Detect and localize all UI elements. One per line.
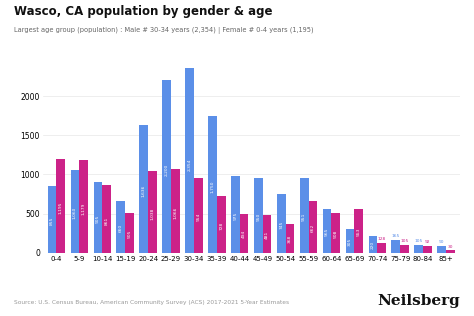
Bar (162, 80, 171, 253)
Bar (392, 240, 400, 253)
Text: 105: 105 (415, 239, 423, 243)
Bar (331, 213, 340, 253)
Text: 1,750: 1,750 (210, 181, 215, 193)
Text: 975: 975 (233, 212, 237, 220)
Bar (369, 235, 377, 253)
Bar (414, 245, 423, 253)
Bar (56, 159, 65, 253)
Bar (438, 246, 446, 253)
Text: 2,354: 2,354 (188, 158, 191, 171)
Bar (208, 116, 217, 253)
Text: 505: 505 (128, 229, 131, 238)
Bar (377, 243, 386, 253)
Text: 1,038: 1,038 (150, 208, 155, 220)
Text: 305: 305 (348, 237, 352, 246)
Bar (355, 210, 363, 253)
Bar (48, 186, 56, 253)
Text: 855: 855 (50, 216, 54, 225)
Text: 92: 92 (425, 240, 430, 244)
Text: 1,195: 1,195 (59, 202, 63, 214)
Text: 165: 165 (392, 234, 400, 239)
Text: 745: 745 (279, 221, 283, 229)
Bar (254, 178, 263, 253)
Text: 2,200: 2,200 (164, 164, 169, 176)
Bar (323, 209, 331, 253)
Bar (217, 196, 226, 253)
Bar (263, 215, 272, 253)
Text: 30: 30 (447, 245, 453, 249)
Text: Source: U.S. Census Bureau, American Community Survey (ACS) 2017-2021 5-Year Est: Source: U.S. Census Bureau, American Com… (14, 300, 289, 305)
Text: 494: 494 (242, 230, 246, 238)
Text: 553: 553 (357, 228, 361, 236)
Bar (423, 246, 432, 253)
Bar (71, 170, 79, 253)
Bar (148, 172, 157, 253)
Bar (139, 125, 148, 253)
Bar (400, 245, 409, 253)
Text: 1,066: 1,066 (173, 207, 177, 219)
Text: 951: 951 (302, 213, 306, 221)
Text: 1,179: 1,179 (82, 202, 86, 215)
Bar (300, 178, 309, 253)
Bar (171, 169, 180, 253)
Bar (286, 224, 294, 253)
Text: 1,636: 1,636 (142, 185, 146, 198)
Text: Largest age group (population) : Male # 30-34 years (2,354) | Female # 0-4 years: Largest age group (population) : Male # … (14, 27, 314, 34)
Bar (185, 68, 194, 253)
Text: 1,060: 1,060 (73, 207, 77, 219)
Text: 105: 105 (401, 239, 409, 243)
Bar (117, 201, 125, 253)
Text: 728: 728 (219, 221, 223, 229)
Bar (277, 194, 286, 253)
Bar (194, 178, 202, 253)
Bar (446, 251, 455, 253)
Text: 128: 128 (377, 237, 386, 241)
Text: 565: 565 (325, 227, 329, 236)
Text: 950: 950 (256, 213, 260, 221)
Text: 662: 662 (311, 224, 315, 232)
Text: 508: 508 (334, 229, 338, 238)
Bar (240, 214, 248, 253)
Text: 481: 481 (265, 231, 269, 239)
Text: 954: 954 (196, 213, 201, 221)
Text: Wasco, CA population by gender & age: Wasco, CA population by gender & age (14, 5, 273, 18)
Text: 660: 660 (119, 224, 123, 232)
Text: 905: 905 (96, 215, 100, 223)
Bar (102, 185, 111, 253)
Bar (125, 213, 134, 253)
Legend: Male Population, Female Population: Male Population, Female Population (134, 315, 302, 316)
Text: 220: 220 (371, 240, 375, 249)
Bar (309, 201, 317, 253)
Bar (346, 229, 355, 253)
Bar (231, 176, 240, 253)
Text: 368: 368 (288, 235, 292, 243)
Text: 861: 861 (105, 216, 109, 225)
Text: Neilsberg: Neilsberg (377, 294, 460, 308)
Bar (93, 182, 102, 253)
Text: 90: 90 (439, 240, 445, 244)
Bar (79, 161, 88, 253)
